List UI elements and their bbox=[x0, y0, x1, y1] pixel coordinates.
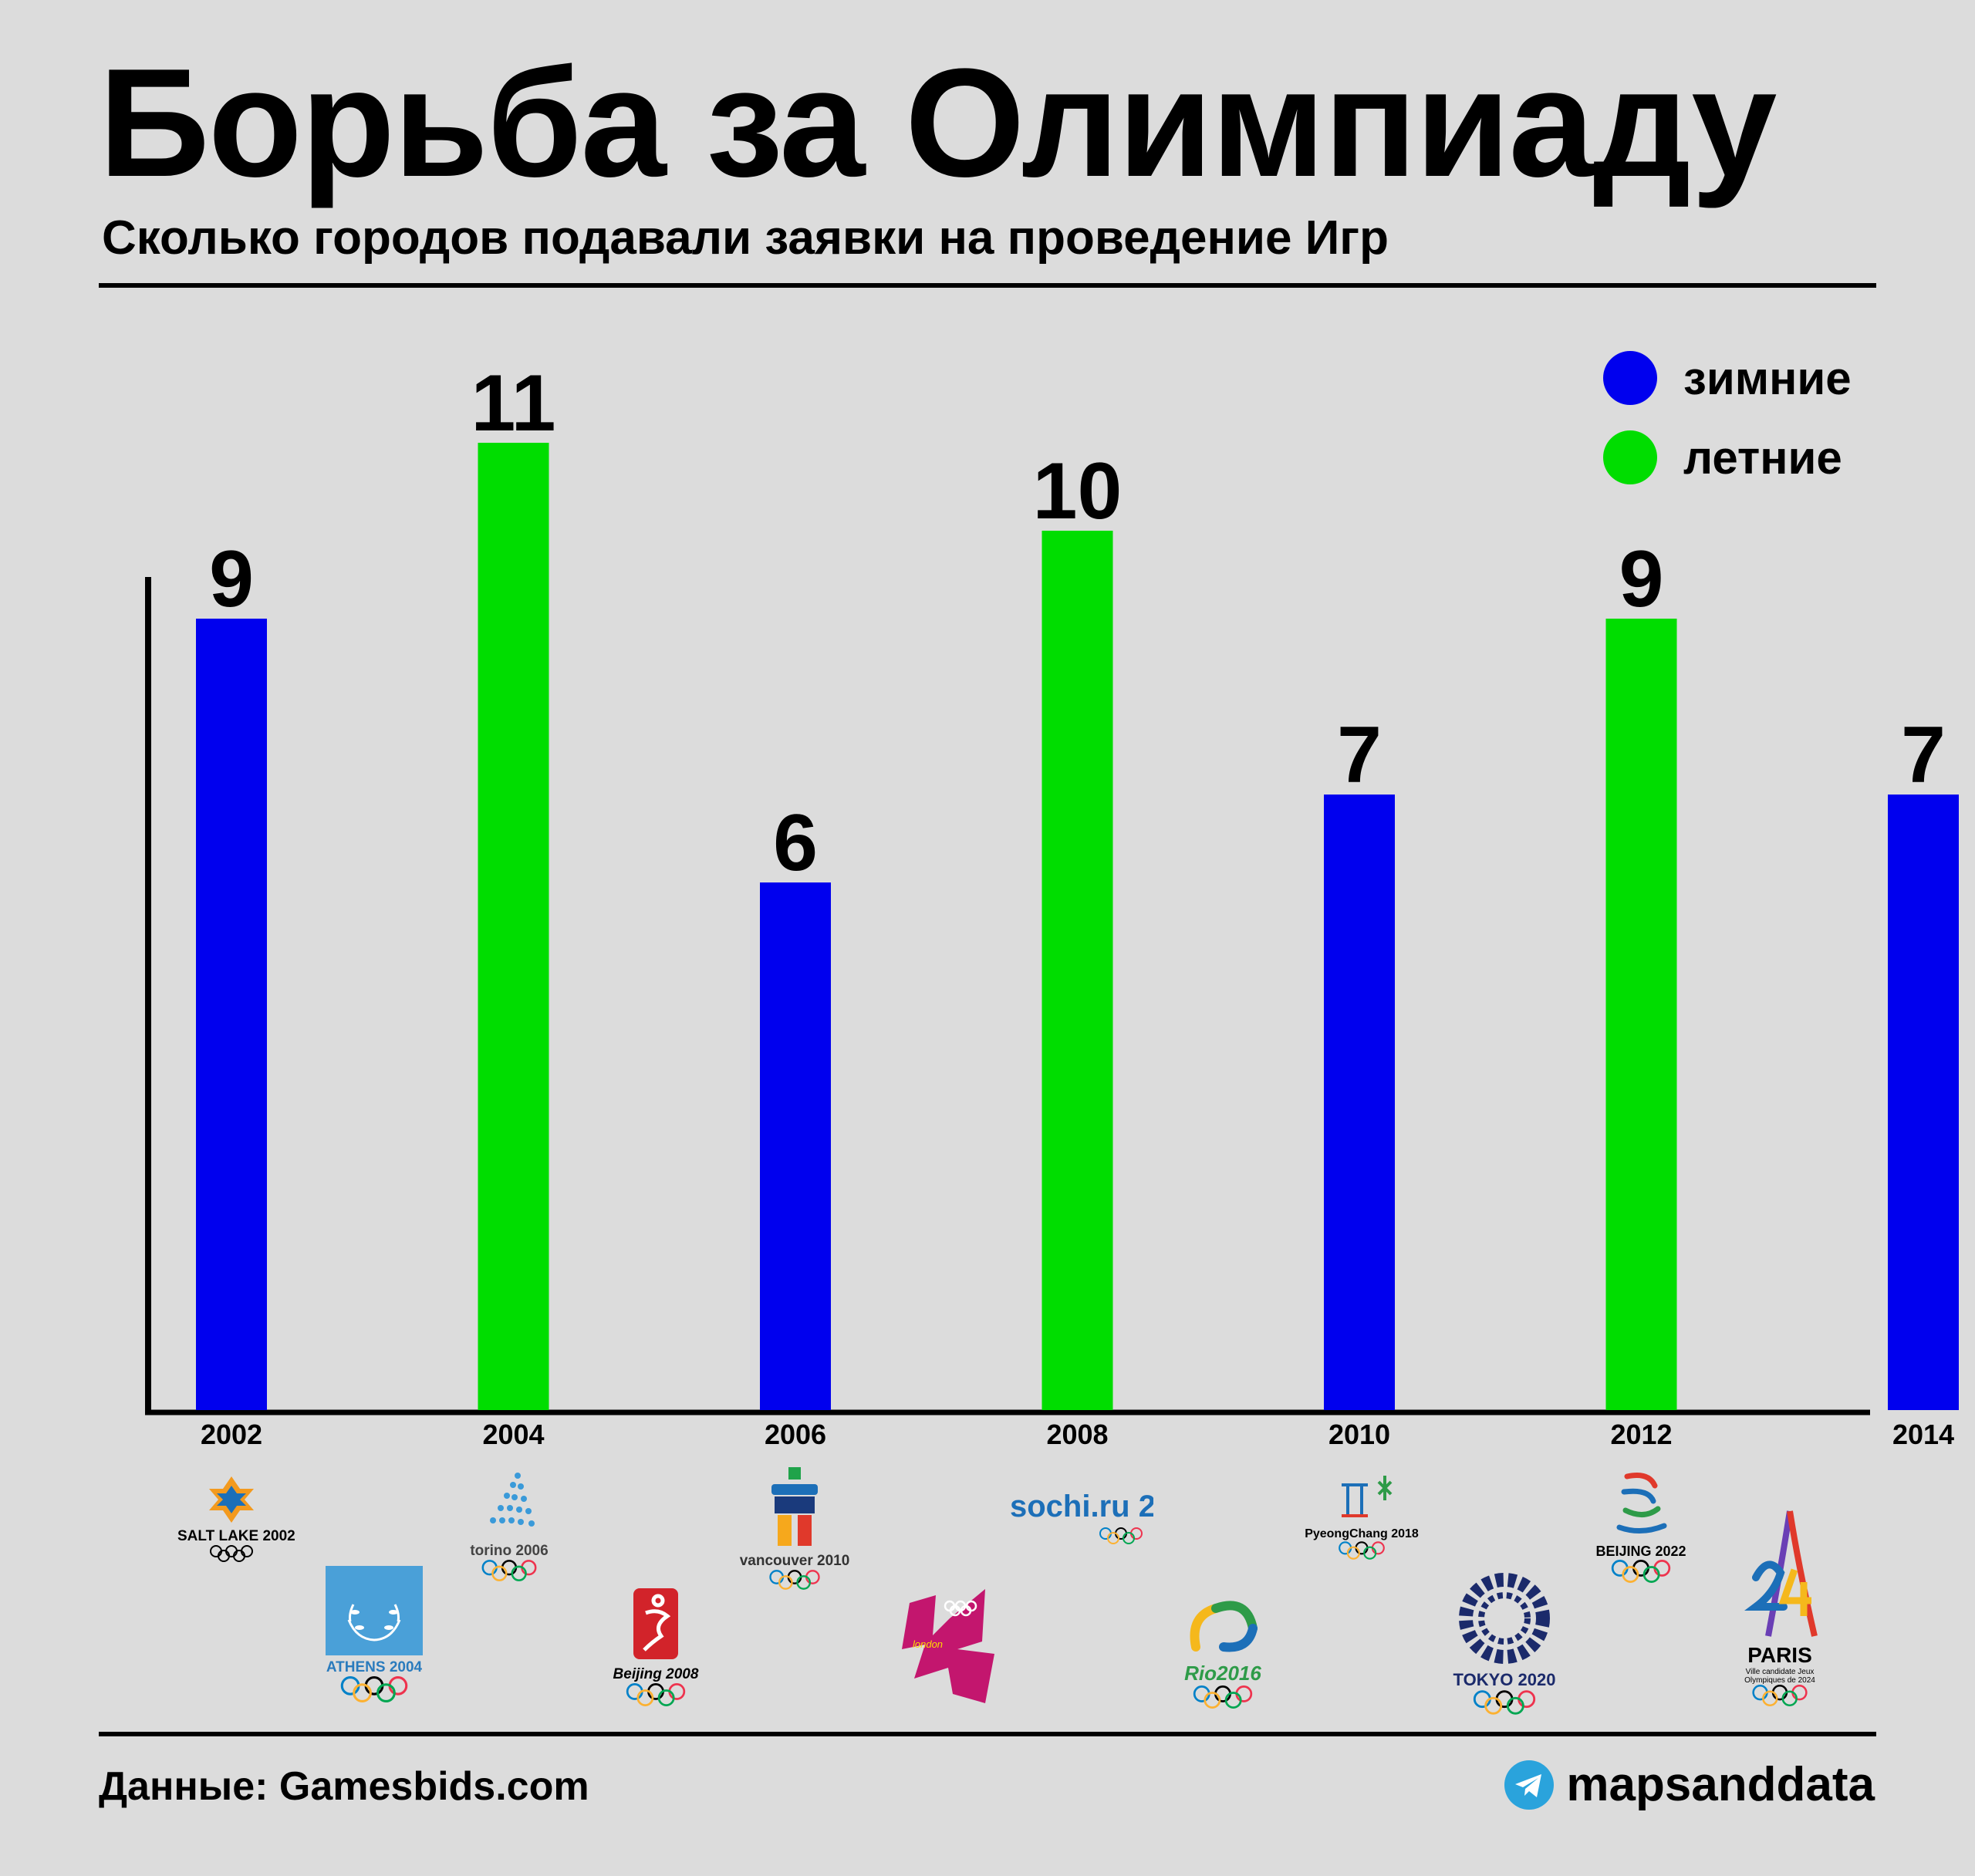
legend-label-winter: зимние bbox=[1683, 352, 1852, 404]
bar-2002 bbox=[196, 619, 267, 1410]
telegram-icon bbox=[1504, 1760, 1555, 1810]
data-label-2010: 7 bbox=[1337, 710, 1382, 800]
bar-2014 bbox=[1888, 795, 1959, 1410]
data-label-2006: 6 bbox=[773, 798, 818, 888]
x-tick-label-2006: 2006 bbox=[765, 1419, 826, 1450]
x-tick-label-2008: 2008 bbox=[1046, 1419, 1108, 1450]
data-label-2008: 10 bbox=[1033, 447, 1123, 536]
bar-2008 bbox=[1042, 531, 1113, 1410]
bar-2010 bbox=[1324, 795, 1395, 1410]
legend-swatch-summer bbox=[1603, 430, 1657, 484]
page-subtitle: Сколько городов подавали заявки на прове… bbox=[102, 211, 1389, 265]
bar-2006 bbox=[760, 882, 831, 1410]
legend-item-summer: летние bbox=[1603, 430, 1852, 484]
data-label-2002: 9 bbox=[209, 535, 254, 624]
top-divider bbox=[99, 283, 1876, 288]
legend-swatch-winter bbox=[1603, 351, 1657, 405]
data-source: Данные: Gamesbids.com bbox=[99, 1764, 589, 1809]
legend-label-summer: летние bbox=[1683, 431, 1842, 484]
page-title: Борьба за Олимпиаду bbox=[99, 37, 1777, 209]
x-tick-label-2004: 2004 bbox=[482, 1419, 544, 1450]
x-tick-label-2012: 2012 bbox=[1610, 1419, 1672, 1450]
bar-2004 bbox=[478, 443, 549, 1410]
legend-item-winter: зимние bbox=[1603, 351, 1852, 405]
x-tick-label-2002: 2002 bbox=[201, 1419, 262, 1450]
data-label-2004: 11 bbox=[471, 359, 556, 448]
legend: зимние летние bbox=[1603, 351, 1852, 510]
bottom-divider bbox=[99, 1732, 1876, 1736]
data-label-2012: 9 bbox=[1619, 535, 1664, 624]
bar-2012 bbox=[1605, 619, 1677, 1410]
brand-name: mapsanddata bbox=[1566, 1758, 1875, 1811]
x-tick-label-2014: 2014 bbox=[1892, 1419, 1954, 1450]
x-tick-label-2010: 2010 bbox=[1328, 1419, 1390, 1450]
brand-signature[interactable]: mapsanddata bbox=[1504, 1757, 1875, 1812]
data-label-2014: 7 bbox=[1901, 710, 1946, 800]
